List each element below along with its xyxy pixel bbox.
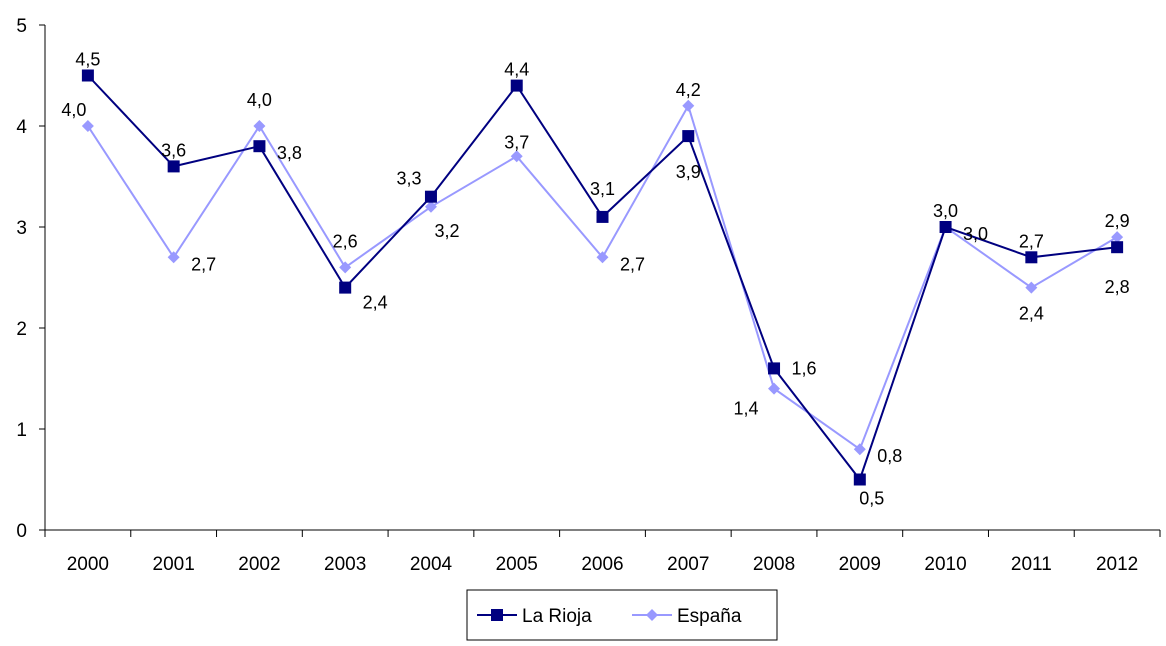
data-label: 4,0 [247,90,272,110]
point-diamond-marker [167,251,180,264]
y-tick-label: 4 [16,117,27,138]
x-tick-label: 2011 [1011,554,1052,575]
y-tick-label: 2 [16,319,27,340]
legend-entry-la-rioja: La Rioja [477,606,592,627]
data-label: 3,7 [504,132,529,152]
data-label: 3,9 [676,162,701,182]
point-diamond-marker [682,99,695,112]
point-diamond-marker [646,609,658,621]
point-square-marker [682,130,695,143]
point-diamond-marker [424,200,437,213]
point-square-marker [1025,251,1038,264]
point-square-marker [768,362,781,375]
x-tick-label: 2009 [839,554,881,575]
data-label: 2,7 [1019,231,1044,251]
data-label: 0,8 [877,446,902,466]
data-label: 3,0 [963,224,988,244]
x-tick-label: 2012 [1096,554,1138,575]
point-square-marker [253,140,266,153]
legend-label: La Rioja [522,606,592,627]
point-square-marker [510,79,523,92]
point-diamond-marker [768,382,781,395]
point-diamond-marker [81,120,94,132]
x-tick-label: 2006 [581,554,623,575]
series-la-rioja [81,69,1124,486]
point-square-marker [1111,241,1124,254]
x-tick-label: 2005 [496,554,538,575]
x-axis: 2000 2001 2002 2003 2004 2005 2006 2007 2008 2009… [44,529,1161,575]
data-label: 4,2 [676,80,701,100]
y-tick-label: 3 [16,218,27,239]
point-diamond-marker [510,150,523,163]
point-diamond-marker [1111,231,1124,244]
series-line [87,74,1118,482]
point-square-marker [939,221,952,233]
data-label: 2,9 [1105,211,1130,231]
x-tick-label: 2000 [67,554,109,575]
legend: La Rioja España [466,589,778,641]
data-label: 4,0 [61,100,86,120]
data-label: 3,1 [590,179,615,199]
data-label: 3,3 [396,169,421,189]
x-tick-label: 2004 [410,554,453,575]
point-square-marker [853,473,866,486]
x-tick-label: 2001 [153,554,195,575]
y-tick-label: 1 [16,420,27,441]
point-square-marker [167,160,180,173]
series-espana [81,99,1124,456]
point-square-marker [596,210,609,223]
series-line [87,103,1118,451]
data-label: 1,6 [792,358,817,378]
x-tick-label: 2002 [238,554,280,575]
data-label: 3,2 [434,221,459,241]
point-diamond-marker [596,251,609,264]
series-layer [81,69,1124,486]
data-label: 2,4 [363,293,388,313]
data-label: 3,8 [277,143,302,163]
point-diamond-marker [339,261,352,274]
data-label: 2,8 [1105,277,1130,297]
point-square-marker [339,281,352,294]
point-square-marker [491,609,503,621]
point-diamond-marker [253,120,266,132]
data-label: 2,6 [333,231,358,251]
data-label: 4,4 [504,60,529,80]
point-diamond-marker [853,443,866,456]
data-label: 4,5 [75,50,100,70]
y-axis: 0 1 2 3 4 5 [16,16,46,542]
legend-label: España [677,606,742,627]
y-tick-label: 5 [16,16,27,37]
data-label: 0,5 [859,489,884,509]
x-tick-label: 2008 [753,554,795,575]
x-tick-label: 2003 [324,554,366,575]
data-label: 2,7 [191,254,216,274]
data-label: 2,4 [1019,304,1044,324]
legend-box [466,589,778,641]
legend-entry-espana: España [632,606,742,627]
data-labels: 4,5 3,6 3,8 2,4 3,3 4,4 3,1 3,9 1,6 0,5 3,0 2,7 2,8 4… [61,50,1129,509]
data-label: 3,6 [161,140,186,160]
data-label: 3,0 [933,201,958,221]
data-label: 1,4 [734,399,759,419]
point-diamond-marker [1025,281,1038,294]
x-tick-label: 2007 [667,554,709,575]
y-tick-label: 0 [16,521,27,542]
data-label: 2,7 [620,254,645,274]
point-square-marker [81,69,94,82]
x-tick-label: 2010 [924,554,966,575]
point-square-marker [424,190,437,203]
